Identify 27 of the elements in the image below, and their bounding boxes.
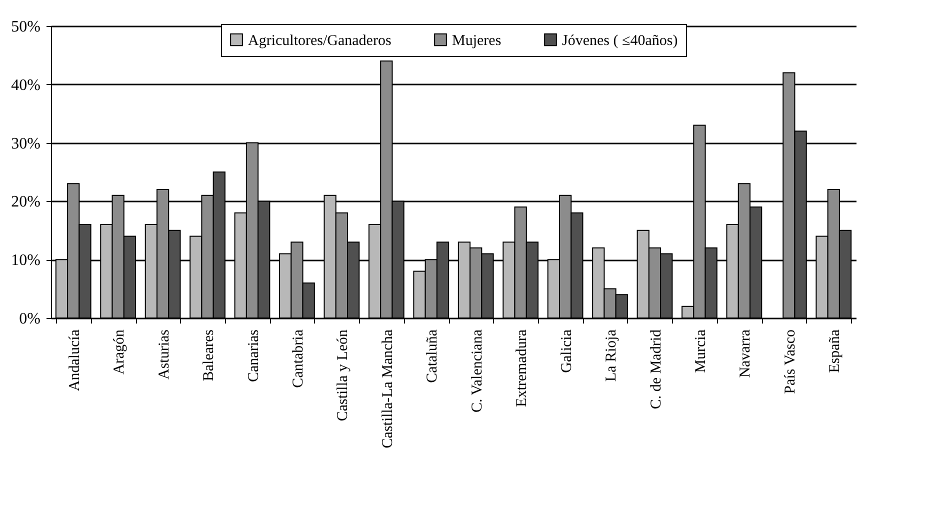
x-tick-label: La Rioja: [604, 329, 620, 382]
x-tick-label: Castilla y León: [335, 329, 352, 422]
x-tick-label: C. de Madrid: [648, 329, 664, 410]
y-tick-label: 10%: [11, 252, 40, 270]
x-tick-label: C. Valenciana: [469, 329, 486, 413]
x-tick-label: Andalucía: [66, 329, 83, 392]
legend-label: Agricultores/Ganaderos: [248, 32, 392, 49]
x-tick-label: Baleares: [201, 329, 218, 382]
y-tick-label: 20%: [11, 194, 40, 211]
x-tick-label: Extremadura: [514, 329, 530, 407]
y-tick-label: 40%: [11, 76, 40, 94]
x-tick-label: Cantabria: [290, 329, 306, 388]
x-tick-label: País Vasco: [782, 330, 798, 394]
x-tick-label: Cataluña: [424, 329, 441, 383]
y-tick-label: 30%: [11, 135, 40, 152]
x-tick-label: Aragón: [112, 329, 128, 374]
x-tick-label: Navarra: [738, 329, 754, 378]
x-tick-label: Castilla-La Mancha: [380, 329, 396, 448]
y-tick-label: 50%: [11, 18, 40, 36]
x-tick-label: Galicia: [558, 329, 575, 373]
x-tick-label: España: [827, 329, 844, 373]
x-tick-label: Murcia: [692, 329, 709, 373]
legend-label: Mujeres: [452, 32, 502, 49]
y-tick-label: 0%: [19, 310, 40, 328]
x-tick-label: Asturias: [156, 329, 172, 380]
legend-label: Jóvenes ( ≤40años): [562, 32, 678, 49]
x-tick-label: Canarias: [246, 329, 262, 382]
